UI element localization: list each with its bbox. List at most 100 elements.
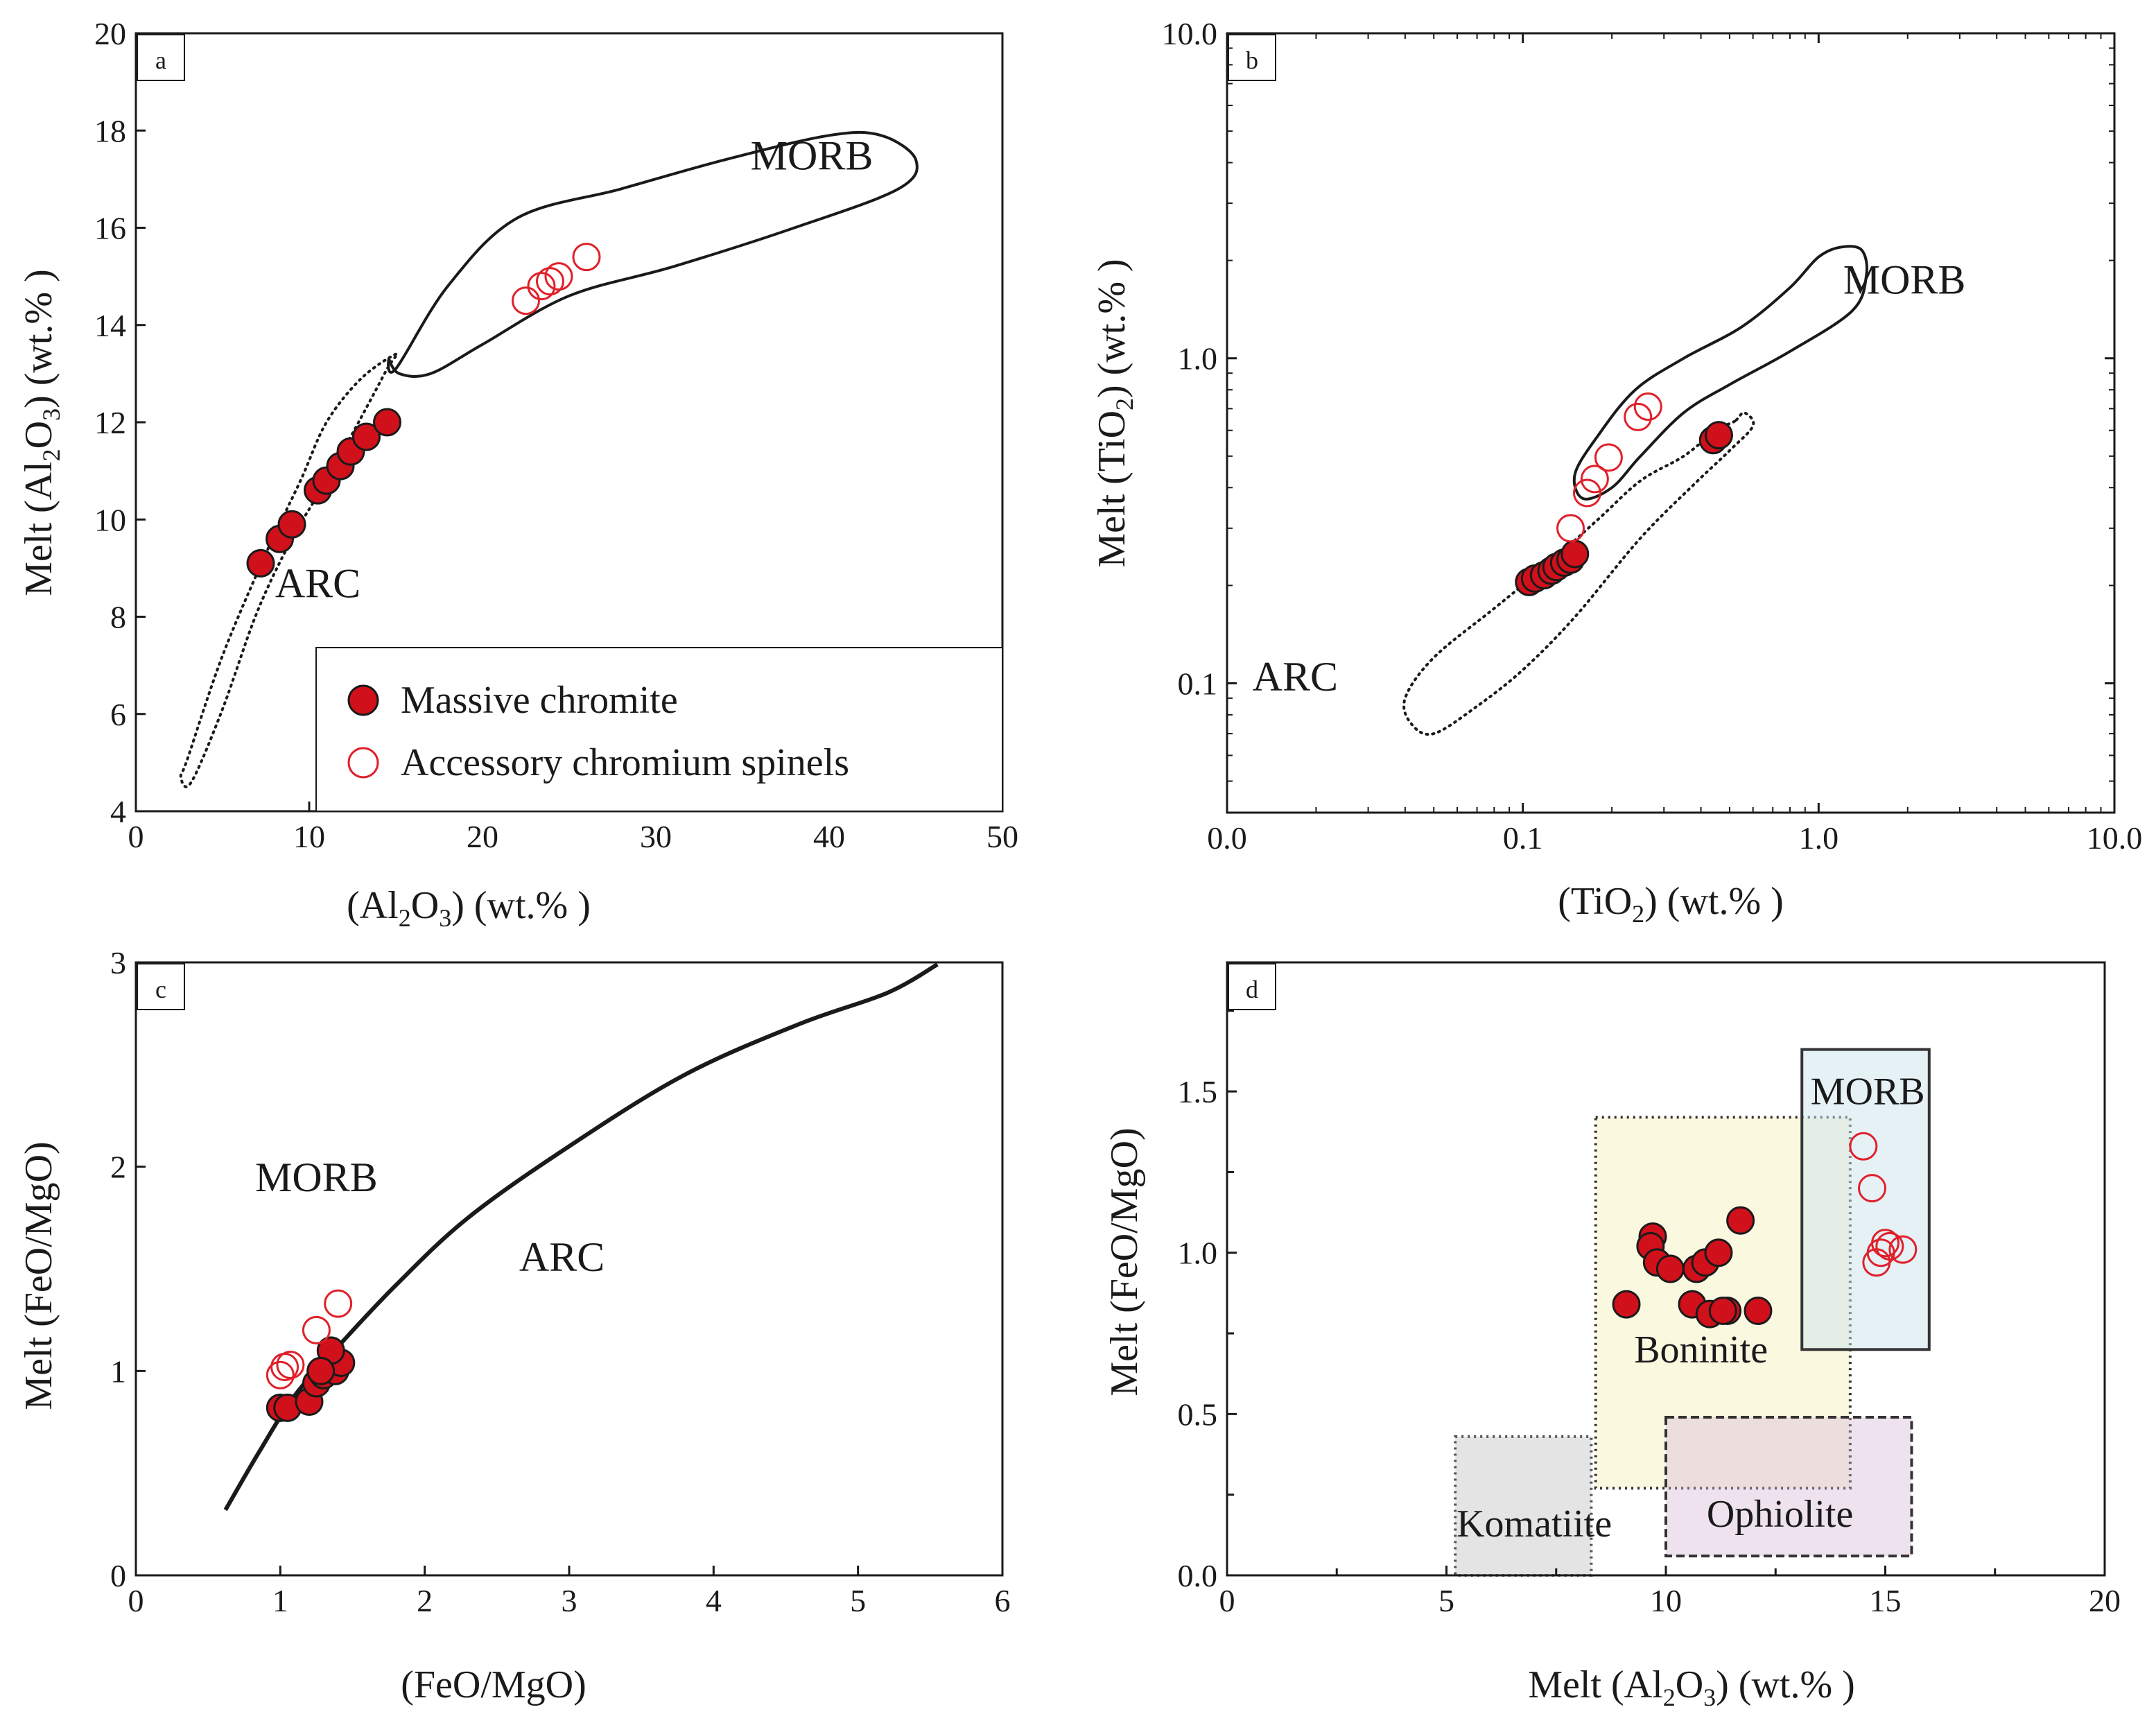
- c-accessory-spinel-point: [266, 1360, 295, 1390]
- b-field-label-arc: ARC: [1253, 654, 1338, 700]
- a-xtick-label: 0: [128, 819, 144, 854]
- b-region-arc: [1402, 411, 1755, 736]
- b-xtick-label: 0.0: [1207, 820, 1247, 856]
- b-accessory-spinel-point: [1580, 465, 1609, 494]
- panel-c-label-box: [137, 963, 185, 1010]
- panel-a-label: a: [155, 46, 166, 74]
- b-accessory-spinel-point: [1594, 443, 1623, 472]
- d-ytick-label: 0.5: [1178, 1396, 1218, 1432]
- c-field-label-morb: MORB: [255, 1154, 378, 1200]
- a-field-label-arc: ARC: [275, 560, 360, 606]
- a-ytick-label: 6: [110, 697, 126, 732]
- a-ytick-label: 14: [94, 308, 126, 343]
- d-xtick-label: 0: [1219, 1583, 1235, 1618]
- b-region-morb: [1572, 245, 1868, 501]
- d-accessory-spinel-point: [1875, 1231, 1904, 1261]
- c-xtick-label: 5: [850, 1583, 866, 1618]
- panel-d: d Komatiite Boninite Ophiolite MORB 0 5 10 15 2…: [1103, 961, 2121, 1711]
- d-massive-chromite-point: [1612, 1290, 1641, 1319]
- a-xtick-label: 20: [467, 819, 498, 854]
- a-ytick-label: 16: [94, 211, 126, 246]
- d-massive-chromite-point: [1655, 1254, 1685, 1283]
- d-xtick-label: 5: [1438, 1583, 1454, 1618]
- a-massive-chromite-point: [277, 510, 306, 539]
- c-xtick-label: 6: [995, 1583, 1011, 1618]
- legend-filled-marker: [347, 684, 379, 716]
- c-massive-chromite-point: [306, 1356, 336, 1385]
- c-xtick-label: 1: [272, 1583, 288, 1618]
- a-xtick-label: 40: [813, 819, 845, 854]
- panel-a: a MORB ARC 0 10 20 30 40 50 4 6 8 10 12 14 16 18 20 Mas…: [17, 16, 1018, 932]
- panel-b: b MORB ARC 0.0 0.1 1.0 10.0 0.1 1.0 10.0 (TiO2)…: [1090, 16, 2142, 928]
- d-field-label-ophiolite: Ophiolite: [1707, 1493, 1854, 1536]
- d-field-label-morb: MORB: [1811, 1071, 1925, 1114]
- panel-b-frame: [1226, 32, 2116, 814]
- panel-d-xlabel: Melt (Al2O3) (wt.% ): [1528, 1663, 1854, 1711]
- d-xtick-label: 10: [1650, 1583, 1682, 1618]
- a-xtick-label: 10: [293, 819, 325, 854]
- d-massive-chromite-point: [1744, 1296, 1773, 1325]
- b-xtick-label: 10.0: [2087, 820, 2143, 856]
- legend-box: [315, 647, 1003, 812]
- legend-open-marker: [347, 747, 379, 779]
- b-massive-chromite-point: [1704, 421, 1733, 450]
- a-accessory-spinel-point: [572, 243, 601, 272]
- c-ytick-label: 0: [110, 1558, 126, 1593]
- d-accessory-spinel-point: [1888, 1235, 1918, 1264]
- d-massive-chromite-point: [1726, 1206, 1755, 1235]
- b-xtick-label: 1.0: [1799, 820, 1839, 856]
- panel-a-ylabel: Melt (Al2O3) (wt.% ): [17, 269, 65, 596]
- panel-c-label: c: [155, 976, 166, 1003]
- a-massive-chromite-point: [373, 408, 401, 437]
- b-accessory-spinel-point: [1624, 402, 1653, 431]
- b-accessory-spinel-point: [1556, 514, 1585, 543]
- b-accessory-spinel-point: [1633, 392, 1662, 421]
- d-massive-chromite-point: [1708, 1296, 1737, 1325]
- d-accessory-spinel-point: [1858, 1174, 1887, 1203]
- b-field-label-morb: MORB: [1843, 257, 1966, 303]
- b-accessory-spinel-point: [1572, 478, 1601, 508]
- d-ytick-label: 1.0: [1178, 1236, 1218, 1271]
- c-xtick-label: 0: [128, 1583, 144, 1618]
- a-field-label-morb: MORB: [751, 132, 873, 178]
- a-accessory-spinel-point: [512, 286, 540, 315]
- panel-a-xlabel: (Al2O3) (wt.% ): [347, 884, 591, 932]
- a-ytick-label: 20: [94, 16, 126, 51]
- c-accessory-spinel-point: [302, 1315, 331, 1344]
- d-accessory-spinel-point: [1871, 1229, 1899, 1258]
- legend-massive-chromite: Massive chromite: [401, 679, 678, 722]
- b-ytick-label: 1.0: [1178, 341, 1218, 376]
- c-xtick-label: 3: [562, 1583, 577, 1618]
- c-ytick-label: 3: [110, 945, 126, 980]
- panel-b-label-box: [1228, 34, 1276, 81]
- b-massive-chromite-point: [1561, 539, 1590, 569]
- b-ytick-label: 0.1: [1178, 666, 1218, 701]
- panel-c-xlabel: (FeO/MgO): [401, 1663, 586, 1706]
- legend-accessory-spinels: Accessory chromium spinels: [401, 741, 849, 784]
- c-ytick-label: 1: [110, 1353, 126, 1389]
- panel-b-ylabel: Melt (TiO2) (wt.% ): [1090, 259, 1138, 567]
- panel-d-label: d: [1246, 976, 1258, 1003]
- c-field-label-arc: ARC: [519, 1234, 605, 1280]
- a-ytick-label: 8: [110, 600, 126, 635]
- panel-a-label-box: [137, 34, 185, 81]
- c-xtick-label: 2: [417, 1583, 433, 1618]
- panel-d-label-box: [1228, 963, 1276, 1010]
- a-accessory-spinel-point: [527, 272, 556, 301]
- d-accessory-spinel-point: [1849, 1132, 1878, 1161]
- d-field-label-komatiite: Komatiite: [1457, 1503, 1612, 1546]
- panel-d-ylabel: Melt (FeO/MgO): [1103, 1127, 1146, 1396]
- a-massive-chromite-point: [246, 548, 275, 578]
- a-ytick-label: 12: [94, 405, 126, 440]
- a-xtick-label: 50: [986, 819, 1018, 854]
- c-accessory-spinel-point: [324, 1289, 353, 1318]
- d-xtick-label: 15: [1870, 1583, 1902, 1618]
- d-ytick-label: 0.0: [1178, 1558, 1218, 1593]
- a-accessory-spinel-point: [536, 267, 564, 296]
- legend: Massive chromite Accessory chromium spin…: [315, 647, 1003, 812]
- a-massive-chromite-point: [352, 422, 381, 451]
- a-ytick-label: 10: [94, 502, 126, 537]
- c-ytick-label: 2: [110, 1150, 126, 1185]
- a-region-morb: [387, 130, 919, 378]
